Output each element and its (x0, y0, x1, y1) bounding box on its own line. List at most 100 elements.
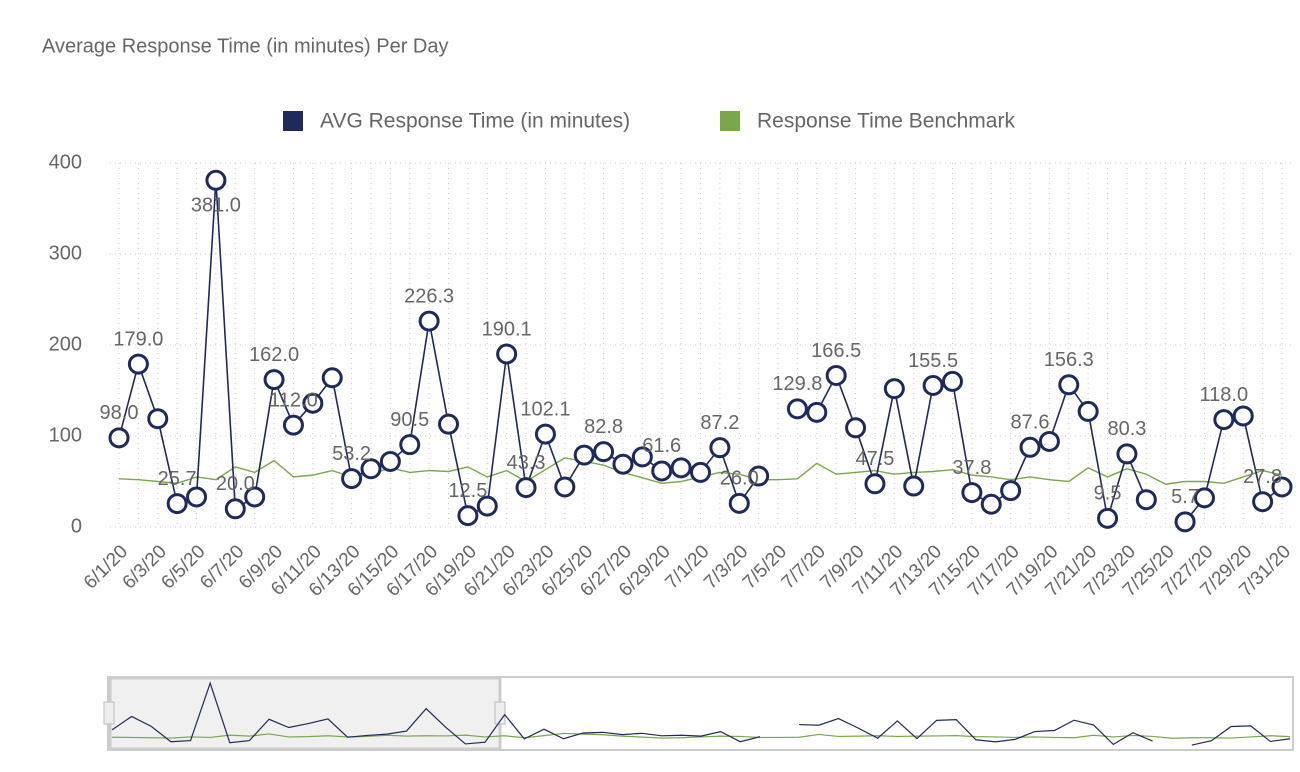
marker (341, 468, 363, 490)
marker (1000, 480, 1022, 502)
marker (941, 370, 963, 392)
x-tick-label: 7/7/20 (778, 541, 830, 593)
marker (631, 446, 653, 468)
data-label: 26.0 (720, 468, 759, 490)
marker (1135, 489, 1157, 511)
x-tick-label: 7/3/20 (700, 541, 752, 593)
marker (534, 423, 556, 445)
marker (360, 458, 382, 480)
data-label: 80.3 (1107, 418, 1146, 440)
data-label: 129.8 (772, 373, 822, 395)
legend-swatch (283, 111, 303, 131)
marker (806, 401, 828, 423)
marker (1116, 443, 1138, 465)
marker (515, 477, 537, 499)
marker (825, 364, 847, 386)
data-label: 162.0 (249, 344, 299, 366)
marker (457, 505, 479, 527)
marker (147, 408, 169, 430)
data-label: 9.5 (1094, 483, 1122, 505)
data-label: 12.5 (448, 480, 487, 502)
navigator-line (111, 681, 1291, 746)
data-label: 381.0 (191, 195, 241, 217)
marker (922, 374, 944, 396)
marker (1193, 487, 1215, 509)
marker (748, 465, 770, 487)
marker (224, 498, 246, 520)
data-label: 90.5 (390, 409, 429, 431)
marker (554, 476, 576, 498)
navigator (103, 676, 1294, 751)
data-label: 27.8 (1243, 466, 1282, 488)
marker (205, 169, 227, 191)
x-tick-label: 6/5/20 (157, 541, 209, 593)
data-label: 98.0 (100, 402, 139, 424)
data-label: 61.6 (642, 435, 681, 457)
data-label: 118.0 (1200, 384, 1249, 406)
marker (166, 493, 188, 515)
x-tick-label: 6/3/20 (119, 541, 171, 593)
data-label: 179.0 (113, 328, 163, 350)
marker (1213, 409, 1235, 431)
marker (690, 461, 711, 483)
marker (1097, 507, 1119, 529)
marker (1232, 405, 1254, 427)
data-label: 156.3 (1044, 349, 1094, 371)
marker (612, 453, 634, 475)
marker (1019, 436, 1041, 458)
data-label: 20.0 (216, 473, 255, 495)
legend-swatch (720, 111, 740, 131)
marker (1271, 476, 1293, 498)
marker (961, 482, 983, 504)
marker (321, 367, 343, 389)
marker (864, 473, 886, 495)
y-tick-label: 0 (71, 515, 82, 537)
y-tick-label: 100 (49, 424, 82, 446)
x-tick-label: 6/1/20 (80, 541, 132, 593)
navigator-line (111, 732, 1291, 739)
data-label: 43.3 (507, 452, 546, 474)
marker (786, 398, 808, 420)
marker (903, 475, 925, 497)
marker (573, 444, 595, 466)
marker (728, 492, 750, 514)
data-label: 87.2 (700, 412, 739, 434)
data-label: 47.5 (855, 448, 894, 470)
marker (1174, 511, 1196, 533)
y-tick-label: 300 (49, 242, 82, 264)
marker (476, 495, 498, 517)
legend-label: AVG Response Time (in minutes) (320, 110, 630, 133)
data-label: 5.7 (1171, 486, 1199, 508)
data-label: 190.1 (482, 318, 532, 340)
data-label: 82.8 (584, 416, 623, 438)
x-tick-label: 7/5/20 (739, 541, 791, 593)
data-label: 226.3 (404, 285, 454, 307)
marker (651, 460, 673, 482)
data-label: 155.5 (908, 350, 958, 372)
marker (263, 369, 285, 391)
marker (1077, 400, 1099, 422)
marker (709, 437, 731, 459)
data-label: 37.8 (952, 457, 991, 479)
data-label: 112.0 (269, 389, 318, 411)
marker (438, 413, 460, 435)
data-label: 166.5 (811, 340, 861, 362)
x-tick-label: 7/1/20 (661, 541, 713, 593)
marker (127, 353, 149, 375)
navigator-handle[interactable] (103, 701, 115, 725)
marker (845, 417, 867, 439)
legend-label: Response Time Benchmark (757, 110, 1015, 133)
data-label: 53.2 (332, 443, 371, 465)
marker (980, 493, 1002, 515)
y-tick-label: 200 (49, 333, 82, 355)
marker (186, 486, 208, 508)
chart-title: Average Response Time (in minutes) Per D… (42, 35, 448, 57)
x-tick-label: 6/7/20 (196, 541, 248, 593)
marker (399, 434, 421, 456)
marker (244, 486, 266, 508)
marker (883, 378, 905, 400)
marker (1252, 491, 1274, 513)
navigator-handle[interactable] (494, 701, 506, 725)
marker (379, 450, 401, 472)
